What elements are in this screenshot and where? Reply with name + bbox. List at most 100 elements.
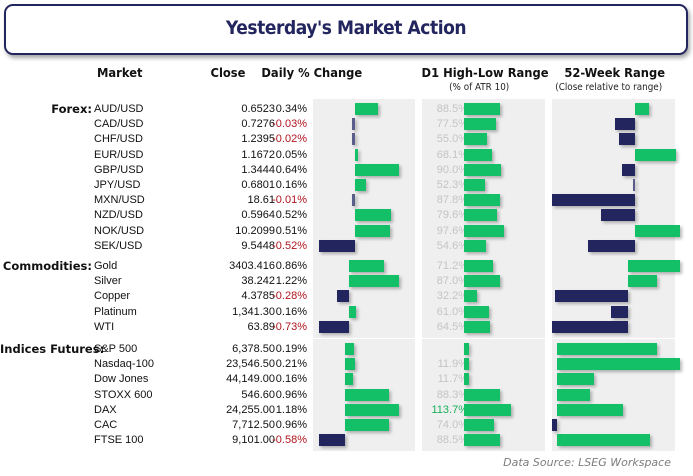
d1-range-bar — [464, 343, 469, 355]
market-name: Platinum — [94, 305, 137, 318]
daily-change-value: 0.96% — [275, 419, 307, 431]
market-name: Dow Jones — [94, 373, 149, 386]
market-name: AUD/USD — [94, 103, 144, 115]
close-value: 9,101.00 — [232, 434, 275, 447]
data-source: Data Source: LSEG Workspace — [503, 456, 671, 469]
close-value: 44,149.00 — [226, 373, 275, 386]
d1-range-bar — [464, 224, 505, 237]
d1-range-bar — [464, 118, 496, 131]
d1-range-label: 11.9% — [437, 358, 468, 371]
header-52week-sub: (Close relative to range) — [555, 82, 663, 93]
d1-range-bar — [464, 290, 478, 303]
daily-change-value: 0.05% — [275, 148, 307, 161]
close-value: 18.61 — [247, 194, 275, 207]
market-name: NZD/USD — [94, 209, 143, 222]
d1-range-label: 88.3% — [436, 388, 468, 401]
week52-bar — [556, 343, 657, 355]
week52-bar — [556, 388, 591, 401]
close-value: 546.60 — [241, 388, 275, 401]
daily-change-bar — [354, 179, 366, 191]
d1-range-bar — [464, 403, 511, 416]
market-name: STOXX 600 — [94, 388, 153, 401]
close-value: 9.5448 — [241, 239, 275, 252]
market-name: CAD/USD — [94, 118, 144, 131]
daily-change-bar — [345, 343, 354, 355]
page-title: Yesterday's Market Action — [225, 17, 467, 39]
daily-change-bar — [345, 358, 355, 371]
daily-change-value: 0.96% — [275, 388, 307, 401]
close-value: 38.242 — [241, 275, 275, 288]
market-name: Nasdaq-100 — [94, 358, 154, 371]
week52-bar — [552, 320, 629, 333]
d1-range-bar — [464, 373, 469, 386]
close-value: 3403.416 — [229, 260, 275, 272]
d1-range-bar — [464, 163, 501, 176]
daily-change-value: -0.02% — [272, 133, 307, 146]
week52-bar — [555, 290, 629, 303]
week52-bar — [635, 224, 680, 237]
group-label: Commodities: — [2, 259, 92, 273]
d1-range-label: 90.0% — [436, 163, 468, 176]
daily-change-value: 1.22% — [275, 275, 307, 288]
daily-change-bar — [319, 320, 349, 333]
close-value: 24,255.00 — [226, 403, 275, 416]
close-value: 0.5964 — [241, 209, 275, 222]
close-value: 63.89 — [247, 320, 275, 333]
week52-bar — [622, 163, 636, 176]
market-name: S&P 500 — [94, 343, 138, 355]
close-value: 0.6523 — [241, 103, 275, 115]
d1-range-bar — [464, 239, 487, 252]
d1-range-label: 88.5% — [436, 103, 468, 115]
d1-range-label: 54.6% — [436, 239, 468, 252]
d1-range-label: 64.5% — [436, 320, 468, 333]
market-name: GBP/USD — [94, 163, 144, 176]
daily-change-bar — [345, 373, 353, 386]
market-name: MXN/USD — [94, 194, 145, 207]
week52-bar — [556, 403, 624, 416]
market-name: FTSE 100 — [94, 434, 144, 447]
week52-bar — [635, 148, 676, 161]
d1-range-label: 87.8% — [436, 194, 468, 207]
d1-range-bar — [464, 434, 501, 447]
d1-range-label: 52.3% — [436, 179, 468, 191]
daily-change-bar — [348, 305, 356, 318]
week52-bar — [556, 434, 651, 447]
daily-change-bar — [319, 239, 355, 252]
market-name: CAC — [94, 419, 118, 431]
header-d1-range: D1 High-Low Range — [421, 65, 549, 80]
daily-change-value: -0.01% — [272, 194, 307, 207]
week52-bar — [556, 358, 680, 371]
header-52week: 52-Week Range — [564, 65, 665, 80]
week52-bar — [615, 118, 636, 131]
daily-change-bar — [354, 148, 359, 161]
market-name: Silver — [94, 275, 122, 288]
daily-change-value: 0.51% — [275, 224, 307, 237]
daily-change-value: -0.03% — [272, 118, 307, 131]
d1-range-bar — [464, 419, 495, 431]
daily-change-bar — [352, 118, 355, 131]
daily-change-value: 0.86% — [275, 260, 307, 272]
d1-range-label — [424, 342, 468, 357]
daily-change-bar — [319, 434, 346, 447]
close-value: 1.3444 — [241, 163, 275, 176]
market-name: NOK/USD — [94, 224, 145, 237]
d1-range-label: 61.0% — [436, 305, 468, 318]
close-value: 1.2395 — [241, 133, 275, 146]
d1-range-bar — [464, 209, 497, 222]
daily-change-value: 0.34% — [275, 103, 307, 115]
week52-bar — [556, 373, 594, 386]
d1-range-label: 97.6% — [436, 224, 468, 237]
daily-change-value: 0.16% — [275, 305, 307, 318]
market-name: Copper — [94, 290, 131, 303]
daily-change-bar — [354, 103, 379, 115]
daily-change-bar — [352, 194, 355, 207]
week52-bar — [633, 179, 636, 191]
market-name: DAX — [94, 403, 117, 416]
d1-range-label: 113.7% — [431, 403, 469, 416]
daily-change-bar — [354, 224, 391, 237]
daily-change-bar — [354, 163, 399, 176]
d1-range-label: 68.1% — [436, 148, 468, 161]
d1-range-label: 11.7% — [437, 373, 468, 386]
daily-change-value: -0.73% — [272, 320, 307, 333]
d1-range-bar — [464, 305, 489, 318]
